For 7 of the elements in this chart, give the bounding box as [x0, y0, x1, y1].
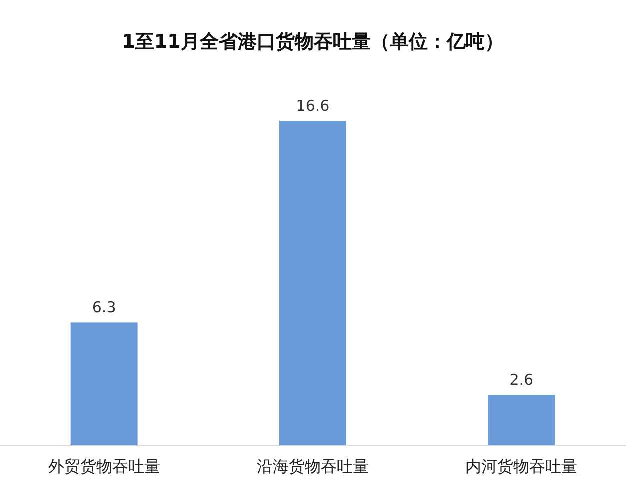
x-tick-label: 沿海货物吞吐量: [257, 457, 369, 476]
data-label: 2.6: [510, 371, 534, 390]
data-label: 6.3: [92, 298, 116, 317]
data-label: 16.6: [296, 97, 330, 115]
x-tick-label: 内河货物吞吐量: [466, 457, 578, 476]
chart-title: 1至11月全省港口货物吞吐量（单位：亿吨）: [122, 31, 504, 53]
x-tick-label: 外贸货物吞吐量: [48, 457, 160, 476]
